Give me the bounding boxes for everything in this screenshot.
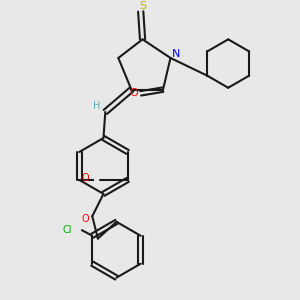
Text: O: O — [130, 88, 138, 98]
Text: N: N — [172, 49, 180, 59]
Text: Cl: Cl — [62, 225, 72, 235]
Text: O: O — [82, 214, 89, 224]
Text: H: H — [93, 101, 101, 111]
Text: O: O — [82, 173, 89, 183]
Text: S: S — [139, 1, 146, 11]
